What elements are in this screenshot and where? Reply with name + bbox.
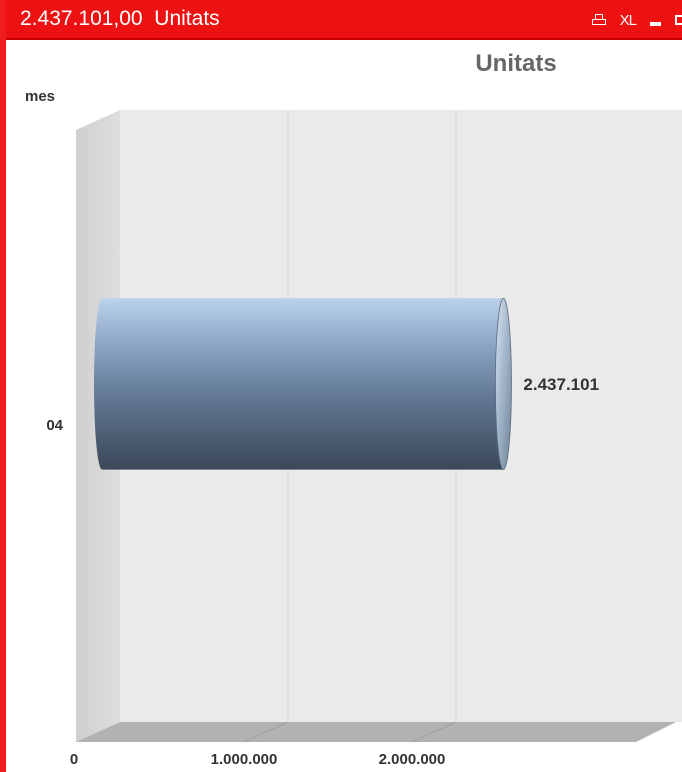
x-tick-label: 0 [70, 751, 78, 768]
value-tick-labels: 0 1.000.000 2.000.000 [70, 751, 446, 768]
bar[interactable] [94, 298, 512, 470]
minimize-icon[interactable] [650, 22, 661, 26]
category-tick-labels: 04 [46, 417, 63, 434]
window-title: 2.437.101,00 Unitats [20, 7, 220, 31]
bars: 2.437.101 [94, 297, 599, 471]
plot-floor [76, 722, 676, 742]
floor-grid-line [411, 721, 457, 743]
title-bar-controls: XL [591, 0, 682, 40]
floor-grid-line [243, 721, 289, 743]
bar-chart: 2.437.101 04 0 1.000.000 2.000.000 [46, 110, 682, 768]
chart-title: Unitats [475, 50, 557, 77]
export-excel-button[interactable]: XL [619, 11, 637, 29]
x-tick-label: 2.000.000 [379, 751, 446, 768]
title-value: 2.437.101,00 [20, 7, 143, 30]
title-label: Unitats [154, 7, 220, 30]
floor-grid-lines [243, 721, 457, 743]
dimension-label: mes [25, 88, 56, 105]
bar-end-cap [495, 297, 512, 471]
title-bar[interactable]: 2.437.101,00 Unitats XL [6, 0, 682, 40]
print-icon[interactable] [591, 13, 606, 27]
maximize-icon[interactable] [675, 15, 682, 25]
y-tick-label: 04 [46, 417, 63, 434]
x-tick-label: 1.000.000 [211, 751, 278, 768]
bar-value-label: 2.437.101 [523, 375, 599, 394]
